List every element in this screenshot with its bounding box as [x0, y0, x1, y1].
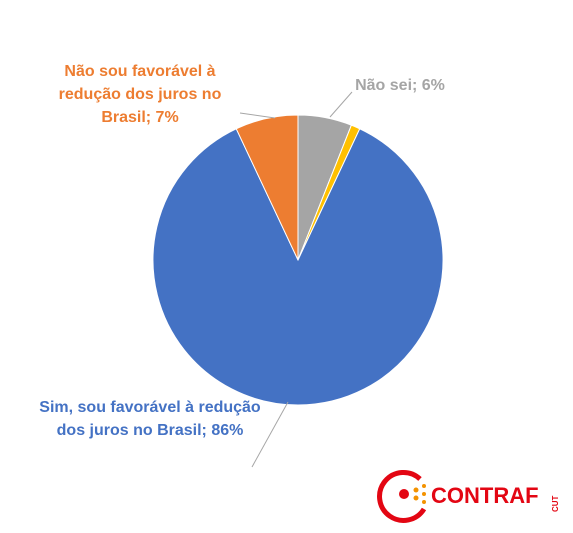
data-label: Não sei; 6% [355, 77, 445, 94]
logo-dot [413, 495, 419, 501]
logo: CONTRAF CUT [377, 470, 560, 523]
logo-dot [422, 500, 426, 504]
leader-line [251, 401, 289, 468]
logo-name: CONTRAF [431, 483, 539, 508]
logo-dot [399, 489, 409, 499]
logo-ring [377, 470, 427, 523]
logo-dot [422, 484, 426, 488]
logo-dot [413, 487, 419, 493]
pie-slice [152, 128, 444, 406]
data-label: Não sou favorável à redução dos juros no… [58, 63, 222, 126]
leader-line [329, 91, 353, 118]
leader-line [239, 112, 276, 119]
data-label: Sim, sou favorável à redução dos juros n… [39, 399, 261, 439]
logo-sub: CUT [551, 495, 560, 512]
logo-dot [422, 492, 426, 496]
pie-slice [235, 114, 299, 261]
